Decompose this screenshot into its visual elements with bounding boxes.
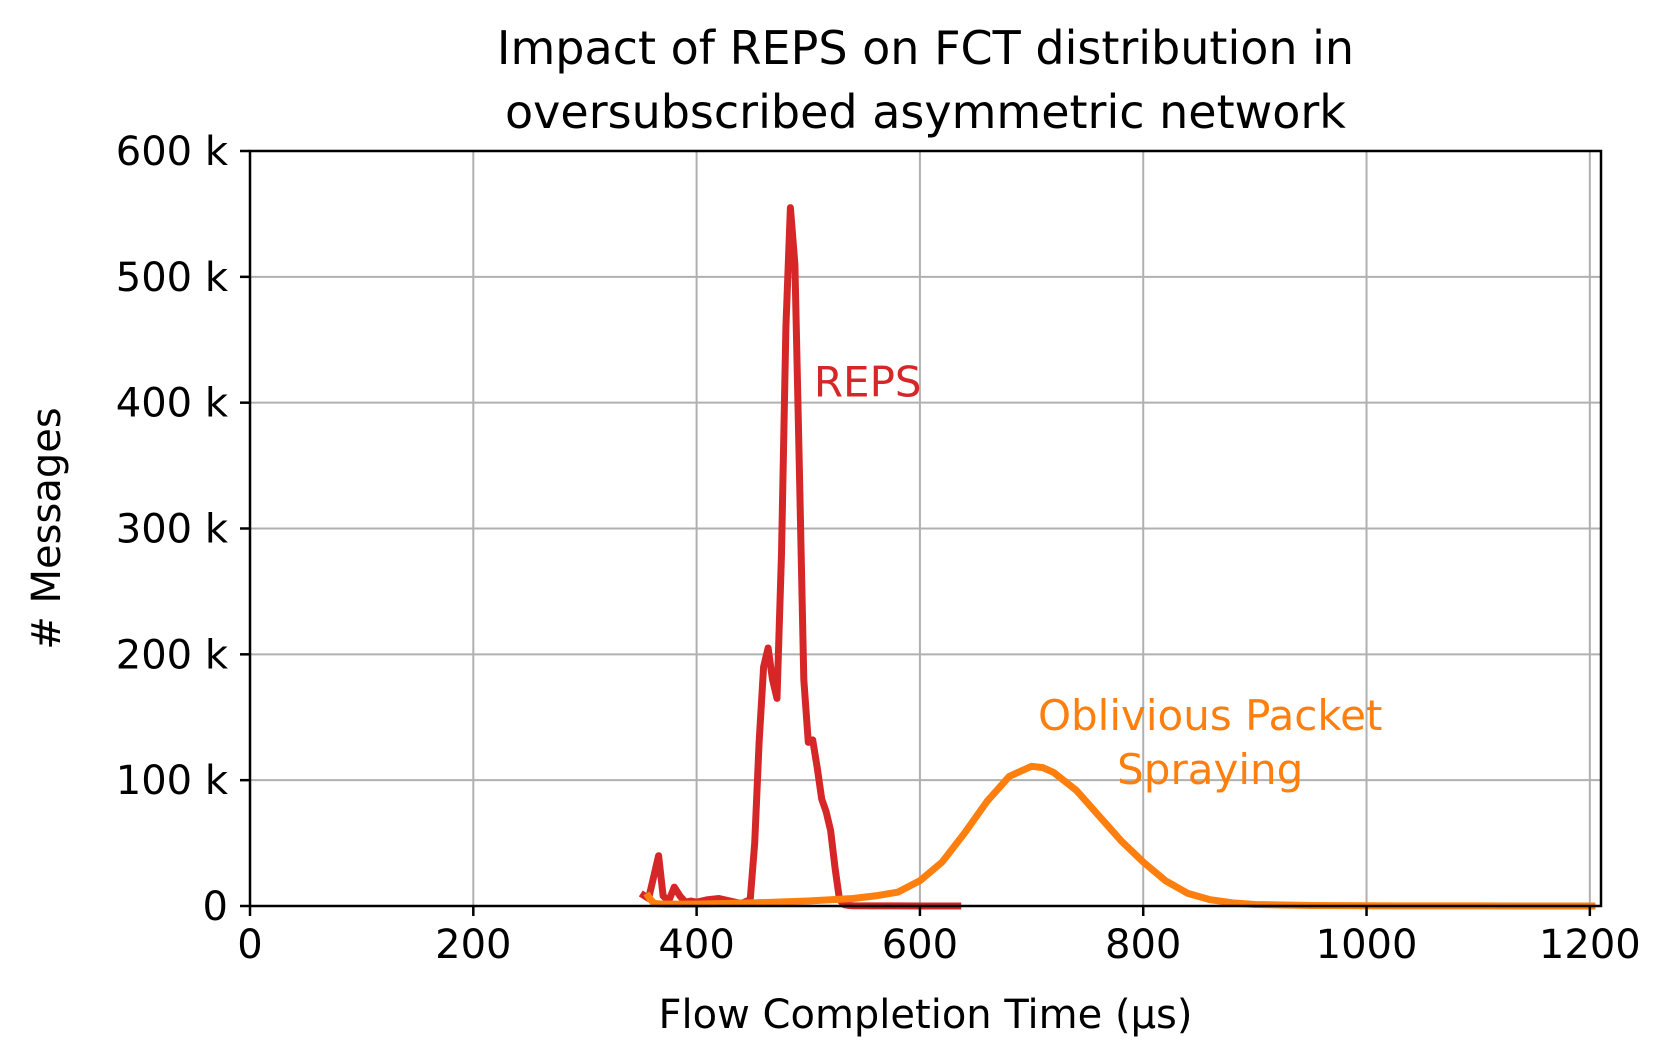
y-tick-label: 200 k: [116, 632, 229, 678]
axis-ticks: 0 200 400 600 800 1000 1200 0 100 k 200 k 300 k 400…: [116, 129, 1641, 968]
oblivious-packet-spraying-annotation: Oblivious Packet Spraying: [1038, 691, 1383, 794]
grid-lines: [249, 150, 1601, 907]
x-tick-label: 1000: [1316, 922, 1418, 968]
reps-annotation: REPS: [814, 357, 922, 406]
y-axis-label: # Messages: [24, 407, 70, 649]
x-tick-label: 400: [658, 922, 734, 968]
x-tick-label: 800: [1105, 922, 1181, 968]
oblivious-annotation-line: Oblivious Packet: [1038, 691, 1383, 740]
y-tick-label: 0: [203, 884, 228, 930]
series-line-oblivious-packet-spraying: [643, 762, 1596, 910]
y-tick-label: 600 k: [116, 129, 229, 175]
x-tick-label: 0: [237, 922, 262, 968]
series-lines: [638, 204, 1596, 910]
x-tick-label: 600: [882, 922, 958, 968]
chart-title-line-1: Impact of REPS on FCT distribution in: [497, 21, 1354, 75]
oblivious-annotation-line: Spraying: [1117, 745, 1303, 794]
y-tick-label: 400 k: [116, 381, 229, 427]
x-tick-label: 1200: [1539, 922, 1641, 968]
y-tick-label: 300 k: [116, 507, 229, 553]
x-tick-label: 200: [435, 922, 511, 968]
chart-title-line-2: oversubscribed asymmetric network: [505, 85, 1346, 139]
y-tick-label: 500 k: [116, 255, 229, 301]
x-axis-label: Flow Completion Time (µs): [659, 992, 1193, 1038]
y-tick-label: 100 k: [116, 758, 229, 804]
series-line-reps: [638, 204, 962, 910]
